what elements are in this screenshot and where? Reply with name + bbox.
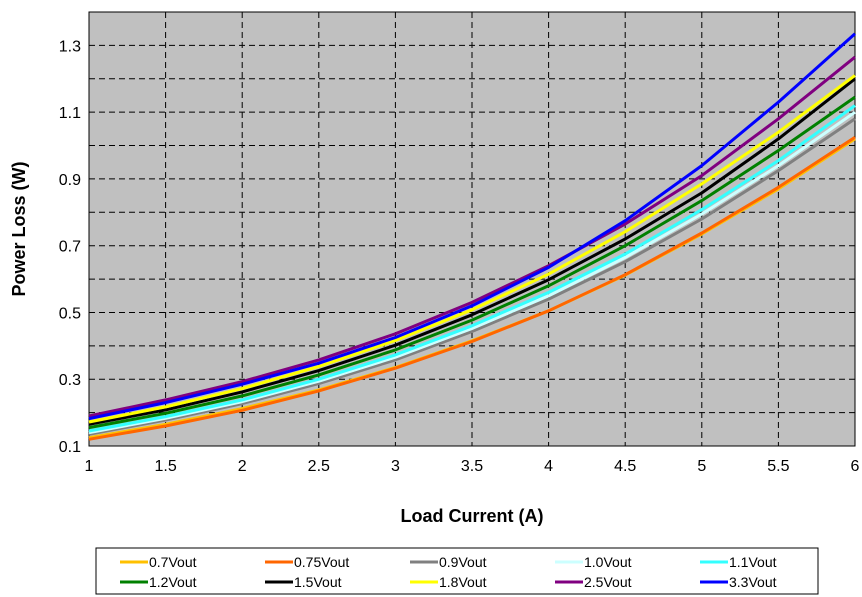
x-tick-label: 6 bbox=[851, 458, 860, 475]
legend-label: 0.9Vout bbox=[439, 554, 487, 570]
x-tick-label: 5.5 bbox=[767, 458, 789, 475]
x-tick-label: 1.5 bbox=[154, 458, 176, 475]
series-line-3.3Vout bbox=[88, 32, 856, 421]
series-line-1.8Vout bbox=[88, 74, 856, 424]
legend-label: 0.7Vout bbox=[149, 554, 197, 570]
y-tick-label: 0.1 bbox=[59, 439, 81, 456]
y-tick-label: 0.5 bbox=[59, 305, 81, 322]
tick-labels: 1 1.5 2 2.5 3 3.5 4 4.5 5 5.5 6 0.1 0.3 0.5 0.7 0.9 1.1 1… bbox=[59, 38, 860, 475]
legend-label: 1.5Vout bbox=[294, 574, 342, 590]
series-line-1.2Vout bbox=[88, 95, 856, 430]
y-tick-label: 1.1 bbox=[59, 105, 81, 122]
series-line-1.0Vout bbox=[88, 110, 856, 435]
legend-label: 1.8Vout bbox=[439, 574, 487, 590]
x-tick-label: 4.5 bbox=[614, 458, 636, 475]
series-line-0.9Vout bbox=[88, 117, 856, 436]
series-line-0.75Vout bbox=[88, 135, 856, 441]
legend-label: 1.0Vout bbox=[584, 554, 632, 570]
x-tick-label: 3.5 bbox=[461, 458, 483, 475]
x-tick-label: 5 bbox=[697, 458, 706, 475]
legend-label: 2.5Vout bbox=[584, 574, 632, 590]
legend-label: 0.75Vout bbox=[294, 554, 349, 570]
series-lines bbox=[88, 32, 856, 441]
x-tick-label: 1 bbox=[85, 458, 94, 475]
x-axis-title: Load Current (A) bbox=[401, 506, 544, 526]
x-tick-label: 2 bbox=[238, 458, 247, 475]
y-tick-label: 0.9 bbox=[59, 172, 81, 189]
legend-label: 3.3Vout bbox=[729, 574, 777, 590]
legend-label: 1.1Vout bbox=[729, 554, 777, 570]
series-line-1.1Vout bbox=[88, 104, 856, 433]
y-tick-label: 0.7 bbox=[59, 239, 81, 256]
legend-box bbox=[95, 547, 819, 595]
x-tick-label: 3 bbox=[391, 458, 400, 475]
x-tick-label: 4 bbox=[544, 458, 553, 475]
series-line-2.5Vout bbox=[88, 55, 856, 418]
x-tick-label: 2.5 bbox=[308, 458, 330, 475]
grid-lines bbox=[89, 12, 855, 446]
legend-label: 1.2Vout bbox=[149, 574, 197, 590]
legend: 0.7Vout 0.75Vout 0.9Vout 1.0Vout 1.1Vout 1.2V… bbox=[95, 547, 819, 595]
y-axis-title: Power Loss (W) bbox=[9, 161, 29, 296]
y-tick-label: 1.3 bbox=[59, 38, 81, 55]
series-line-1.5Vout bbox=[88, 77, 856, 426]
y-tick-label: 0.3 bbox=[59, 372, 81, 389]
